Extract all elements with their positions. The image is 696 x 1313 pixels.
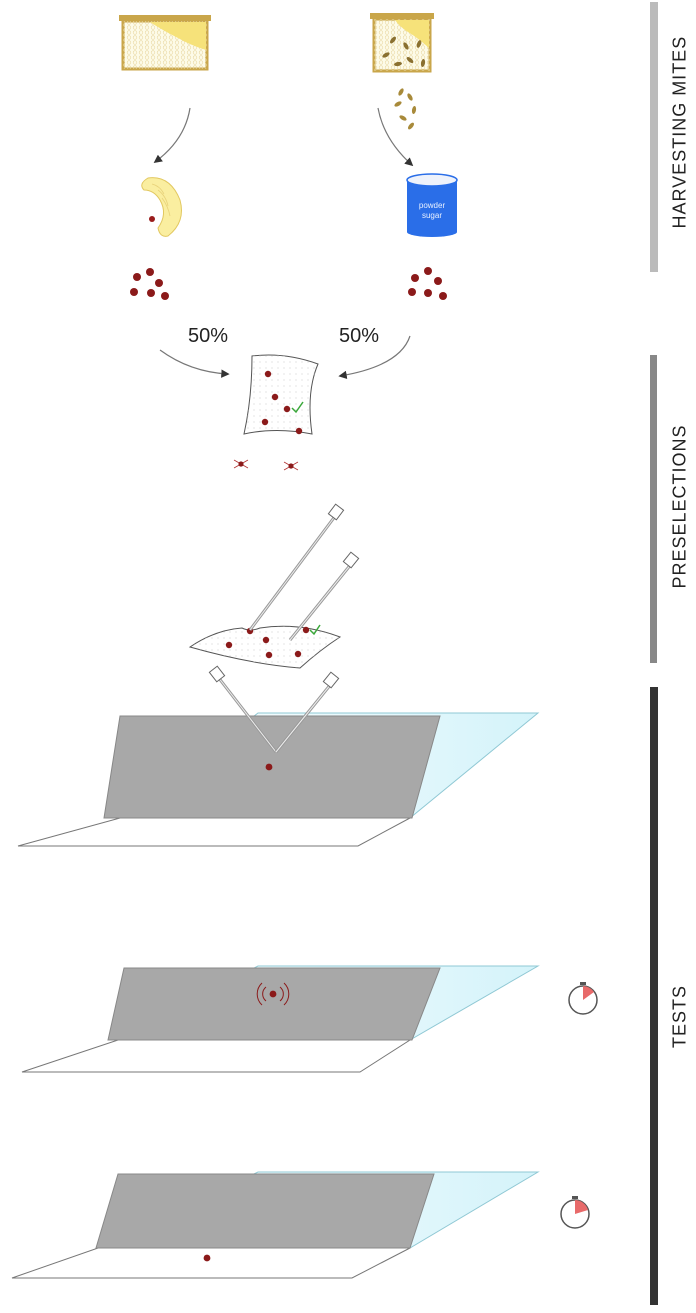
test-plate-3 bbox=[11, 1171, 540, 1279]
check-icon bbox=[309, 624, 321, 636]
section-label-tests: TESTS bbox=[669, 985, 690, 1049]
section-label-harvesting: HARVESTING MITES bbox=[669, 35, 690, 229]
section-bar-tests bbox=[650, 687, 658, 1305]
honeycomb-frame-right bbox=[370, 13, 434, 73]
arrow-right-to-sheet bbox=[338, 335, 411, 380]
falling-bees bbox=[394, 88, 417, 130]
arrow-comb-to-can bbox=[377, 107, 414, 167]
test-plate-2 bbox=[21, 965, 540, 1073]
mite-cluster-left bbox=[130, 268, 169, 300]
picking-sheet bbox=[188, 624, 342, 669]
mite-cluster-right bbox=[408, 267, 447, 300]
honeycomb-frame-left bbox=[119, 15, 211, 71]
arrow-comb-to-larva bbox=[153, 107, 191, 163]
arrow-left-to-sheet bbox=[159, 349, 230, 378]
can-label-line2: sugar bbox=[422, 211, 442, 220]
forceps-transfer bbox=[208, 665, 340, 753]
forceps-pair bbox=[248, 503, 360, 641]
rejected-mites bbox=[233, 459, 299, 471]
percent-right: 50% bbox=[339, 325, 379, 347]
selection-sheet bbox=[243, 354, 319, 435]
section-bar-preselections bbox=[650, 355, 657, 663]
powder-sugar-can-icon: powder sugar bbox=[406, 173, 458, 237]
timer-icon bbox=[560, 1196, 590, 1229]
bee-larva-icon bbox=[141, 177, 182, 237]
timer-icon bbox=[568, 982, 598, 1015]
bees-in-frame bbox=[382, 36, 426, 67]
check-icon bbox=[291, 401, 304, 414]
percent-left: 50% bbox=[188, 325, 228, 347]
can-label-line1: powder bbox=[419, 201, 446, 210]
test-plate-1 bbox=[17, 712, 540, 847]
section-label-preselections: PRESELECTIONS bbox=[669, 424, 690, 589]
movement-waves-icon bbox=[256, 982, 290, 1006]
section-bar-harvesting bbox=[650, 2, 658, 272]
